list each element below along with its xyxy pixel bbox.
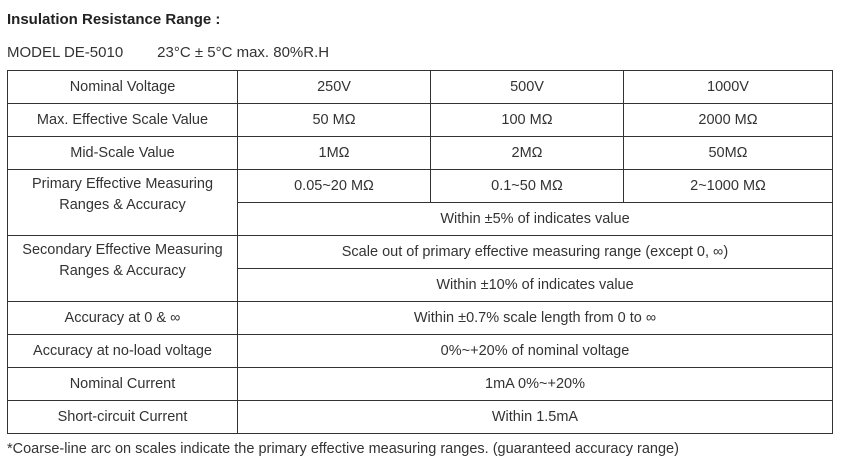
table-cell: 100 MΩ	[430, 103, 624, 137]
table-cell: 2~1000 MΩ	[623, 169, 833, 203]
table-cell: 1mA 0%~+20%	[237, 367, 833, 401]
insulation-spec-table: Nominal Voltage 250V 500V 1000V Max. Eff…	[7, 70, 833, 434]
table-row: Secondary Effective Measuring Ranges & A…	[7, 235, 833, 302]
table-cell: 0.1~50 MΩ	[430, 169, 624, 203]
row-label: Accuracy at no-load voltage	[7, 334, 238, 368]
row-label-line: Ranges & Accuracy	[59, 197, 186, 213]
table-cell: 2000 MΩ	[623, 103, 833, 137]
table-row: Primary Effective Measuring Ranges & Acc…	[7, 169, 833, 236]
table-row: Within ±10% of indicates value	[8, 268, 833, 302]
table-cell: 50MΩ	[623, 136, 833, 170]
table-cell: Within ±5% of indicates value	[237, 202, 833, 236]
row-label-line: Ranges & Accuracy	[59, 263, 186, 279]
table-cell: 1MΩ	[237, 136, 431, 170]
table-cell: Within ±10% of indicates value	[237, 268, 833, 302]
table-cell: 0%~+20% of nominal voltage	[237, 334, 833, 368]
table-cell: 500V	[430, 70, 624, 104]
table-cell: 250V	[237, 70, 431, 104]
model-line: MODEL DE-5010 23°C ± 5°C max. 80%R.H	[7, 44, 329, 61]
row-label: Max. Effective Scale Value	[7, 103, 238, 137]
row-label: Short-circuit Current	[7, 400, 238, 434]
table-cell: 50 MΩ	[237, 103, 431, 137]
table-cell: Scale out of primary effective measuring…	[237, 235, 833, 269]
test-conditions: 23°C ± 5°C max. 80%R.H	[157, 44, 330, 61]
table-row: Accuracy at 0 & ∞ Within ±0.7% scale len…	[7, 301, 833, 335]
row-label: Primary Effective Measuring Ranges & Acc…	[7, 169, 238, 236]
table-row: Within ±5% of indicates value	[8, 202, 833, 236]
table-row: Short-circuit Current Within 1.5mA	[7, 400, 833, 434]
row-label: Secondary Effective Measuring Ranges & A…	[7, 235, 238, 302]
table-row: Nominal Current 1mA 0%~+20%	[7, 367, 833, 401]
table-row: Max. Effective Scale Value 50 MΩ 100 MΩ …	[7, 103, 833, 137]
model-name: MODEL DE-5010	[7, 44, 124, 61]
table-cell: 2MΩ	[430, 136, 624, 170]
row-label: Nominal Current	[7, 367, 238, 401]
table-row: Accuracy at no-load voltage 0%~+20% of n…	[7, 334, 833, 368]
row-label: Accuracy at 0 & ∞	[7, 301, 238, 335]
table-row: Mid-Scale Value 1MΩ 2MΩ 50MΩ	[7, 136, 833, 170]
row-label-line: Secondary Effective Measuring	[22, 242, 223, 258]
page-title: Insulation Resistance Range :	[7, 11, 221, 28]
table-cell: Within ±0.7% scale length from 0 to ∞	[237, 301, 833, 335]
table-cell: Within 1.5mA	[237, 400, 833, 434]
row-label-line: Primary Effective Measuring	[31, 176, 214, 192]
table-row: Nominal Voltage 250V 500V 1000V	[7, 70, 833, 104]
table-cell: 0.05~20 MΩ	[237, 169, 431, 203]
footnote: *Coarse-line arc on scales indicate the …	[7, 441, 679, 457]
row-label: Mid-Scale Value	[7, 136, 238, 170]
row-label: Nominal Voltage	[7, 70, 238, 104]
table-cell: 1000V	[623, 70, 833, 104]
